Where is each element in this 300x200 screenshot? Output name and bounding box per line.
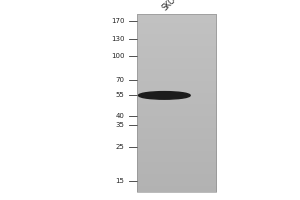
Text: 40: 40 [116,113,124,119]
Ellipse shape [139,92,190,99]
Text: 35: 35 [116,122,124,128]
Text: 55: 55 [116,92,124,98]
Bar [136,14,216,192]
Text: SKOV3: SKOV3 [160,0,184,12]
Text: 70: 70 [116,77,124,83]
Text: 100: 100 [111,53,124,59]
Text: 130: 130 [111,36,124,42]
Text: 25: 25 [116,144,124,150]
Text: 15: 15 [116,178,124,184]
Text: 170: 170 [111,18,124,24]
